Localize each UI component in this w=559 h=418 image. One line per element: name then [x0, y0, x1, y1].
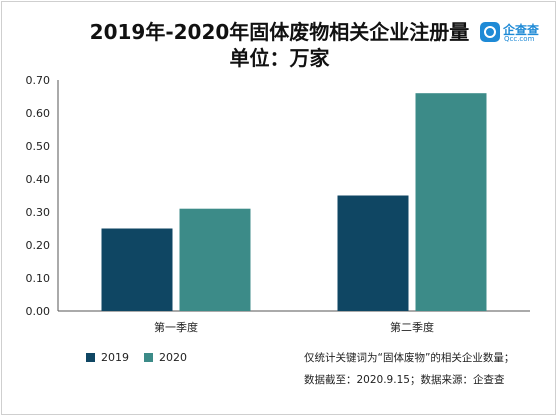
legend-swatch-2019 [86, 353, 95, 362]
chart-title: 2019年-2020年固体废物相关企业注册量 [89, 20, 470, 44]
legend-item-2019: 2019 [86, 351, 129, 364]
logo-name: 企查查 [503, 23, 540, 37]
y-tick-label: 0.60 [26, 107, 51, 120]
bar-2019-2 [337, 195, 409, 311]
bar-2020-1 [179, 208, 251, 311]
y-tick-label: 0.40 [26, 173, 51, 186]
x-category-label: 第二季度 [390, 320, 434, 334]
y-tick-label: 0.30 [26, 206, 51, 219]
bar-2020-2 [415, 93, 487, 311]
x-category-label: 第一季度 [154, 320, 198, 334]
y-tick-label: 0.50 [26, 140, 51, 153]
chart-subtitle: 单位：万家 [229, 46, 330, 70]
bar-2019-1 [101, 228, 173, 311]
y-tick-label: 0.70 [26, 74, 51, 87]
y-tick-label: 0.00 [26, 305, 51, 318]
legend-label-2020: 2020 [159, 351, 187, 364]
note-source: 数据截至：2020.9.15；数据来源：企查查 [304, 374, 505, 386]
qcc-logo-icon [480, 22, 500, 42]
y-tick-label: 0.20 [26, 239, 51, 252]
legend-swatch-2020 [144, 353, 153, 362]
logo-sub: Qcc.com [504, 35, 535, 43]
legend-item-2020: 2020 [144, 351, 187, 364]
qcc-logo: 企查查 Qcc.com [480, 21, 554, 47]
legend-label-2019: 2019 [101, 351, 129, 364]
y-tick-label: 0.10 [26, 272, 51, 285]
note-scope: 仅统计关键词为“固体废物”的相关企业数量； [304, 352, 515, 364]
